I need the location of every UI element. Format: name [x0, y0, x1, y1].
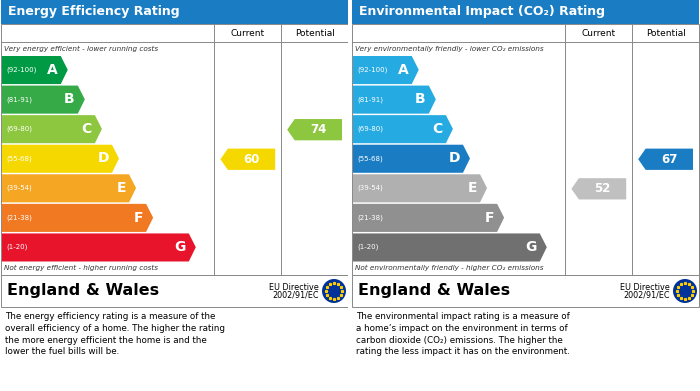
Polygon shape — [2, 233, 196, 262]
Polygon shape — [287, 119, 342, 140]
Text: Current: Current — [231, 29, 265, 38]
Polygon shape — [638, 149, 693, 170]
Text: (55-68): (55-68) — [357, 155, 383, 162]
Polygon shape — [2, 204, 153, 232]
Text: F: F — [134, 211, 143, 225]
Text: Environmental Impact (CO₂) Rating: Environmental Impact (CO₂) Rating — [359, 5, 605, 18]
Text: (92-100): (92-100) — [6, 66, 36, 73]
Text: (81-91): (81-91) — [357, 96, 383, 102]
Polygon shape — [2, 56, 68, 84]
Text: Not energy efficient - higher running costs: Not energy efficient - higher running co… — [4, 265, 158, 271]
Circle shape — [673, 279, 697, 303]
Text: EU Directive: EU Directive — [620, 283, 670, 292]
Text: England & Wales: England & Wales — [7, 283, 159, 298]
Text: Energy Efficiency Rating: Energy Efficiency Rating — [8, 5, 180, 18]
Text: (21-38): (21-38) — [357, 214, 383, 221]
Text: A: A — [47, 63, 58, 77]
Text: The energy efficiency rating is a measure of the
overall efficiency of a home. T: The energy efficiency rating is a measur… — [5, 312, 225, 357]
Polygon shape — [2, 174, 136, 203]
Text: (1-20): (1-20) — [6, 244, 27, 251]
Bar — [352, 24, 699, 275]
Bar — [1, 275, 348, 307]
Text: England & Wales: England & Wales — [358, 283, 510, 298]
Polygon shape — [353, 145, 470, 173]
Polygon shape — [2, 115, 102, 143]
Text: E: E — [116, 181, 126, 195]
Bar — [1, 0, 348, 24]
Text: 67: 67 — [661, 153, 678, 166]
Text: Very environmentally friendly - lower CO₂ emissions: Very environmentally friendly - lower CO… — [355, 45, 544, 52]
Bar — [1, 24, 348, 275]
Text: (92-100): (92-100) — [357, 66, 387, 73]
Text: A: A — [398, 63, 409, 77]
Text: (81-91): (81-91) — [6, 96, 32, 102]
Polygon shape — [353, 86, 436, 114]
Text: B: B — [64, 92, 75, 106]
Polygon shape — [353, 174, 487, 203]
Text: C: C — [433, 122, 443, 136]
Text: Current: Current — [582, 29, 616, 38]
Polygon shape — [353, 233, 547, 262]
Bar — [348, 0, 352, 391]
Text: (69-80): (69-80) — [357, 126, 383, 132]
Polygon shape — [353, 56, 419, 84]
Text: 52: 52 — [594, 182, 610, 196]
Bar — [352, 275, 699, 307]
Text: EU Directive: EU Directive — [270, 283, 319, 292]
Polygon shape — [353, 204, 504, 232]
Text: Potential: Potential — [645, 29, 685, 38]
Polygon shape — [2, 86, 85, 114]
Text: Not environmentally friendly - higher CO₂ emissions: Not environmentally friendly - higher CO… — [355, 265, 543, 271]
Text: (55-68): (55-68) — [6, 155, 32, 162]
Text: The environmental impact rating is a measure of
a home’s impact on the environme: The environmental impact rating is a mea… — [356, 312, 570, 357]
Polygon shape — [2, 145, 119, 173]
Text: C: C — [82, 122, 92, 136]
Text: (39-54): (39-54) — [357, 185, 383, 191]
Text: G: G — [174, 240, 186, 254]
Text: 2002/91/EC: 2002/91/EC — [624, 291, 670, 300]
Circle shape — [322, 279, 346, 303]
Text: B: B — [415, 92, 426, 106]
Text: 2002/91/EC: 2002/91/EC — [272, 291, 319, 300]
Text: D: D — [97, 151, 109, 165]
Text: (21-38): (21-38) — [6, 214, 32, 221]
Text: D: D — [449, 151, 460, 165]
Text: (69-80): (69-80) — [6, 126, 32, 132]
Text: (1-20): (1-20) — [357, 244, 379, 251]
Bar — [352, 0, 699, 24]
Polygon shape — [571, 178, 626, 199]
Text: Potential: Potential — [295, 29, 335, 38]
Polygon shape — [353, 115, 453, 143]
Text: 60: 60 — [244, 153, 260, 166]
Text: E: E — [468, 181, 477, 195]
Text: (39-54): (39-54) — [6, 185, 32, 191]
Text: Very energy efficient - lower running costs: Very energy efficient - lower running co… — [4, 45, 158, 52]
Text: G: G — [526, 240, 537, 254]
Polygon shape — [220, 149, 275, 170]
Text: F: F — [484, 211, 494, 225]
Text: 74: 74 — [310, 123, 326, 136]
